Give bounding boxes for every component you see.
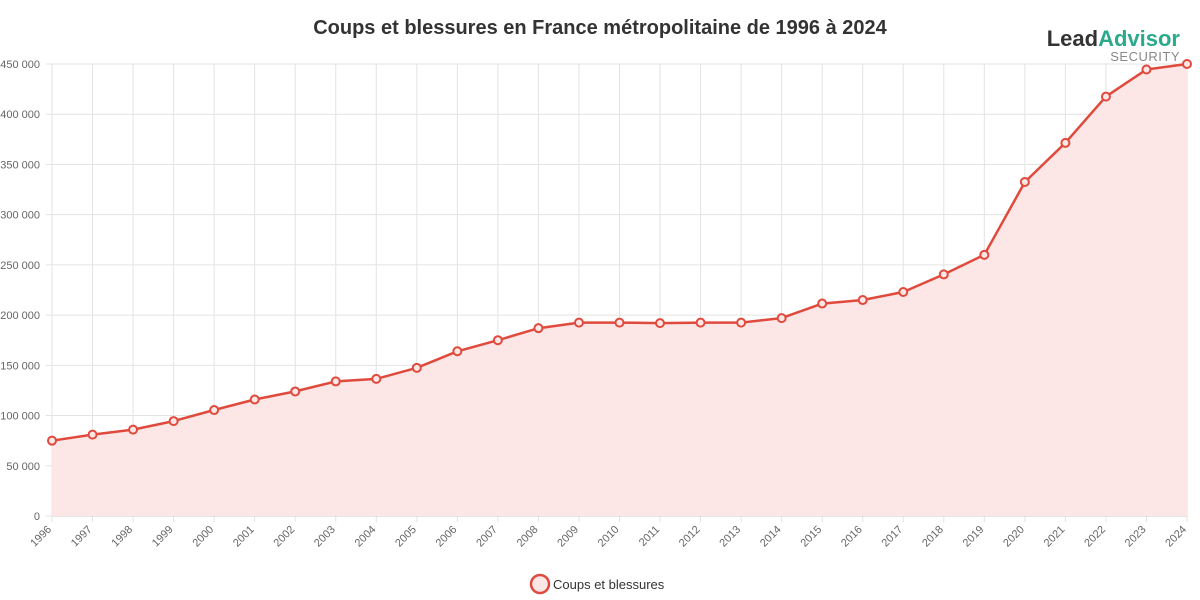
legend[interactable]: Coups et blessures [529, 573, 665, 595]
data-point[interactable] [979, 249, 990, 260]
data-point[interactable] [1060, 137, 1071, 148]
data-point[interactable] [533, 323, 544, 334]
brand-name-part1: Lead [1046, 26, 1099, 51]
y-tick-label: 400 000 [0, 109, 40, 121]
y-tick-label: 300 000 [0, 210, 40, 222]
data-point[interactable] [857, 295, 868, 306]
x-tick-label: 2017 [880, 524, 906, 550]
x-tick-label: 2022 [1082, 524, 1108, 550]
y-tick-label: 150 000 [0, 360, 40, 372]
data-point[interactable] [411, 362, 422, 373]
data-point[interactable] [1100, 91, 1111, 102]
series-points [47, 59, 1192, 446]
x-tick-label: 2003 [312, 524, 338, 550]
data-point[interactable] [655, 318, 666, 329]
x-tick-label: 2000 [190, 524, 216, 550]
x-tick-label: 2016 [839, 524, 865, 550]
x-tick-label: 2011 [637, 524, 662, 549]
x-tick-label: 2009 [555, 524, 581, 550]
y-tick-label: 200 000 [0, 310, 40, 322]
data-point[interactable] [1019, 177, 1030, 188]
data-point[interactable] [290, 386, 301, 397]
x-axis: 1996 1997 1998 1999 2000 2001 2002 2003 2004 2005… [28, 515, 1189, 550]
y-tick-label: 50 000 [6, 461, 40, 473]
data-point[interactable] [938, 269, 949, 280]
data-point[interactable] [47, 435, 57, 446]
y-tick-label: 450 000 [0, 59, 40, 71]
brand-logo: LeadAdvisor SECURITY [1047, 28, 1180, 64]
chart-title: Coups et blessures en France métropolita… [313, 17, 887, 39]
x-tick-label: 2021 [1042, 524, 1068, 550]
data-point[interactable] [695, 317, 706, 328]
x-tick-label: 1996 [28, 524, 54, 550]
data-point[interactable] [371, 373, 382, 384]
y-tick-label: 0 [34, 511, 40, 523]
y-tick-label: 250 000 [0, 260, 40, 272]
x-tick-label: 2015 [799, 524, 825, 550]
brand-name: LeadAdvisor [1047, 28, 1180, 50]
legend-marker [529, 573, 551, 595]
legend-label: Coups et blessures [553, 577, 665, 592]
x-tick-label: 2008 [515, 524, 541, 550]
x-tick-label: 2018 [920, 524, 946, 550]
data-point[interactable] [330, 376, 341, 387]
data-point[interactable] [776, 313, 787, 324]
x-tick-label: 2002 [272, 524, 298, 550]
data-point[interactable] [1141, 64, 1152, 75]
x-tick-label: 2020 [1001, 524, 1027, 550]
data-point[interactable] [817, 298, 828, 309]
x-tick-label: 2023 [1123, 524, 1149, 550]
x-tick-label: 1999 [150, 524, 176, 550]
data-point[interactable] [898, 287, 909, 298]
x-tick-label: 2007 [474, 524, 500, 550]
brand-name-part2: Advisor [1098, 26, 1180, 51]
x-tick-label: 2014 [758, 524, 784, 550]
data-point[interactable] [1182, 59, 1192, 69]
data-point[interactable] [492, 335, 503, 346]
data-point[interactable] [614, 317, 625, 328]
x-tick-label: 2010 [596, 524, 622, 550]
data-point[interactable] [168, 416, 179, 427]
series-area [52, 64, 1187, 516]
x-tick-label: 1998 [109, 524, 135, 550]
data-point[interactable] [128, 424, 139, 435]
y-tick-label: 100 000 [0, 411, 40, 423]
x-tick-label: 2006 [434, 524, 460, 550]
data-point[interactable] [452, 346, 463, 357]
x-tick-label: 2012 [677, 524, 703, 550]
x-tick-label: 2024 [1163, 524, 1189, 550]
x-tick-label: 1997 [69, 524, 95, 550]
data-point[interactable] [87, 429, 98, 440]
data-point[interactable] [249, 394, 260, 405]
data-point[interactable] [736, 317, 747, 328]
brand-subtitle: SECURITY [1110, 49, 1180, 64]
x-tick-label: 2001 [231, 524, 257, 550]
y-tick-label: 350 000 [0, 159, 40, 171]
x-tick-label: 2013 [717, 524, 743, 550]
x-tick-label: 2019 [961, 524, 987, 550]
x-tick-label: 2005 [393, 524, 419, 550]
y-axis: 0 50 000 100 000 150 000 200 000 250 000 300 0… [0, 59, 40, 523]
data-point[interactable] [209, 405, 220, 416]
data-point[interactable] [573, 317, 584, 328]
x-tick-label: 2004 [353, 524, 379, 550]
